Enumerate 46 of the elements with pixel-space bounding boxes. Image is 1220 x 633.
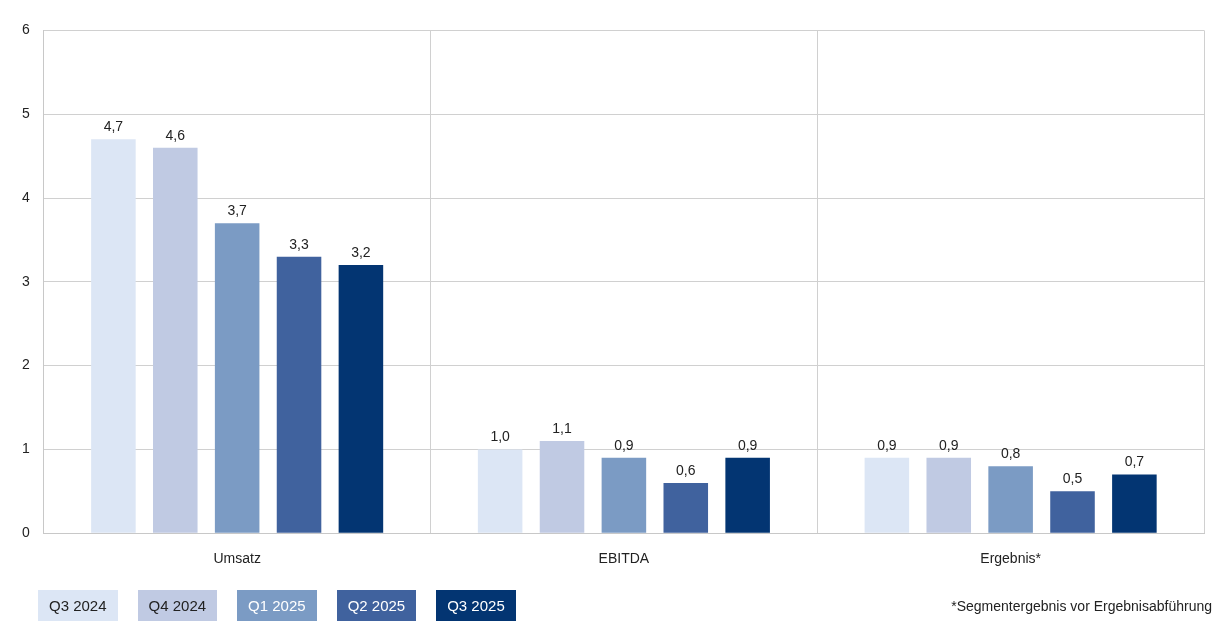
y-tick-label: 1 — [21, 440, 30, 457]
bar — [601, 457, 647, 533]
y-tick-label: 4 — [21, 188, 30, 205]
bar — [663, 482, 709, 533]
bar — [926, 457, 972, 533]
data-label: 0,9 — [877, 436, 897, 453]
text: *Segmentergebnis vor Ergebnisabführung — [951, 597, 1212, 614]
bar — [91, 139, 136, 533]
bar — [864, 457, 910, 533]
x-tick-label: Umsatz — [213, 550, 261, 567]
text: Q4 2024 — [148, 597, 207, 614]
text: Q2 2025 — [347, 597, 406, 614]
y-tick-label: 6 — [21, 21, 30, 38]
text: Q3 2025 — [447, 597, 505, 614]
data-label: 0,9 — [737, 436, 758, 453]
bar — [338, 265, 384, 533]
data-label: 4,7 — [103, 118, 124, 135]
bar — [539, 441, 585, 533]
data-label: 3,2 — [351, 243, 371, 260]
y-tick-label: 5 — [21, 105, 30, 122]
data-label: 3,7 — [227, 202, 248, 218]
data-label: 0,5 — [1062, 470, 1083, 487]
data-label: 0,9 — [939, 436, 959, 453]
bar — [1050, 491, 1095, 533]
data-label: 4,6 — [165, 126, 186, 143]
data-label: 0,8 — [1000, 445, 1021, 462]
x-tick-label: EBITDA — [598, 550, 650, 567]
bar — [214, 223, 260, 533]
bar — [725, 457, 770, 533]
y-tick-label: 2 — [21, 356, 30, 373]
x-tick-label: Ergebnis* — [980, 550, 1042, 567]
data-label: 0,7 — [1124, 453, 1145, 470]
data-label: 3,3 — [289, 235, 309, 252]
data-label: 1,1 — [552, 419, 572, 436]
bar — [1112, 474, 1157, 533]
bar — [153, 147, 198, 533]
bar — [988, 466, 1033, 533]
y-tick-label: 0 — [21, 524, 30, 541]
data-label: 0,9 — [614, 436, 634, 453]
data-label: 1,0 — [490, 428, 511, 445]
text: Q3 2024 — [49, 597, 107, 614]
text: Q1 2025 — [248, 597, 306, 614]
bar — [477, 449, 523, 533]
y-tick-label: 3 — [21, 272, 30, 289]
data-label: 0,6 — [676, 461, 696, 478]
bar — [276, 256, 322, 533]
